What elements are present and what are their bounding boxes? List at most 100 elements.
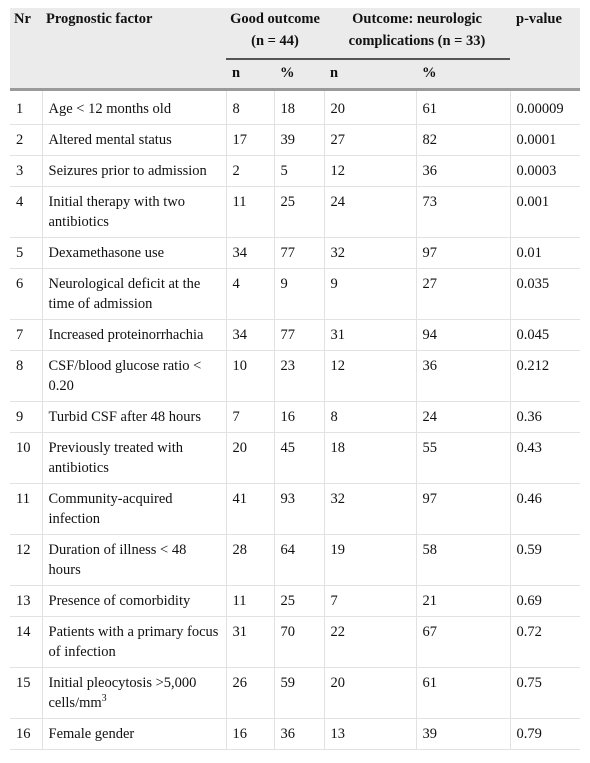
cell-prognostic-factor: Presence of comorbidity (41, 585, 226, 617)
header-neuro-outcome: Outcome: neurologic complications (n = 3… (324, 8, 511, 60)
cell-nr: 5 (10, 237, 42, 269)
cell-good-pct: 93 (273, 483, 325, 535)
cell-nr: 7 (10, 319, 42, 351)
cell-p-value: 0.43 (509, 432, 581, 484)
cell-neuro-pct: 39 (415, 718, 511, 750)
cell-good-pct: 39 (273, 124, 325, 156)
cell-p-value: 0.69 (509, 585, 581, 617)
cell-good-n: 34 (225, 319, 274, 351)
table-row: 12 Duration of illness < 48 hours 28 64 19 58… (10, 534, 581, 586)
cell-neuro-n: 12 (323, 350, 417, 402)
cell-neuro-pct: 67 (415, 616, 511, 668)
table-row: 9 Turbid CSF after 48 hours 7 16 8 24 0.36 (10, 401, 581, 433)
cell-neuro-pct: 55 (415, 432, 511, 484)
cell-good-n: 20 (225, 432, 274, 484)
cell-good-pct: 23 (273, 350, 325, 402)
cell-prognostic-factor: Patients with a primary focus of infecti… (41, 616, 226, 668)
cell-prognostic-factor: Neurological deficit at the time of admi… (41, 268, 226, 320)
table-row: 16 Female gender 16 36 13 39 0.79 (10, 718, 581, 750)
cell-neuro-pct: 36 (415, 350, 511, 402)
cell-neuro-pct: 21 (415, 585, 511, 617)
header-p-value: p-value (510, 8, 581, 90)
cell-neuro-n: 24 (323, 186, 417, 238)
cell-neuro-pct: 61 (415, 89, 511, 125)
cell-neuro-pct: 24 (415, 401, 511, 433)
cell-nr: 8 (10, 350, 42, 402)
cell-p-value: 0.79 (509, 718, 581, 750)
cell-good-pct: 9 (273, 268, 325, 320)
cell-prognostic-factor: Initial pleocytosis >5,000 cells/mm3 (41, 667, 226, 719)
cell-good-pct: 36 (273, 718, 325, 750)
table-row: 15 Initial pleocytosis >5,000 cells/mm3 26… (10, 667, 581, 719)
cell-nr: 2 (10, 124, 42, 156)
cell-good-pct: 77 (273, 319, 325, 351)
table-row: 2 Altered mental status 17 39 27 82 0.0001 (10, 124, 581, 156)
cell-p-value: 0.0001 (509, 124, 581, 156)
cell-good-pct: 25 (273, 186, 325, 238)
cell-neuro-n: 9 (323, 268, 417, 320)
cell-nr: 6 (10, 268, 42, 320)
header-good-outcome: Good outcome (n = 44) (226, 8, 325, 60)
header-nr: Nr (10, 8, 42, 90)
table-row: 1 Age < 12 months old 8 18 20 61 0.00009 (10, 89, 581, 125)
cell-good-n: 10 (225, 350, 274, 402)
cell-neuro-n: 8 (323, 401, 417, 433)
cell-neuro-pct: 58 (415, 534, 511, 586)
cell-p-value: 0.59 (509, 534, 581, 586)
cell-neuro-pct: 27 (415, 268, 511, 320)
cell-neuro-n: 32 (323, 237, 417, 269)
cell-prognostic-factor: Female gender (41, 718, 226, 750)
cell-prognostic-factor: Community-acquired infection (41, 483, 226, 535)
cell-nr: 11 (10, 483, 42, 535)
cell-nr: 1 (10, 89, 42, 125)
cell-prognostic-factor: Dexamethasone use (41, 237, 226, 269)
cell-neuro-n: 31 (323, 319, 417, 351)
table-row: 10 Previously treated with antibiotics 20 4… (10, 432, 581, 484)
factor-text: Initial pleocytosis >5,000 cells/mm (48, 675, 197, 711)
cell-good-pct: 45 (273, 432, 325, 484)
cell-nr: 4 (10, 186, 42, 238)
cell-neuro-n: 27 (323, 124, 417, 156)
table-row: 11 Community-acquired infection 41 93 32 97 0.… (10, 483, 581, 535)
cell-nr: 15 (10, 667, 42, 719)
cell-p-value: 0.045 (509, 319, 581, 351)
cell-neuro-n: 20 (323, 667, 417, 719)
cell-p-value: 0.035 (509, 268, 581, 320)
cell-good-n: 16 (225, 718, 274, 750)
cell-prognostic-factor: Initial therapy with two antibiotics (41, 186, 226, 238)
cell-p-value: 0.36 (509, 401, 581, 433)
cell-good-n: 41 (225, 483, 274, 535)
cell-prognostic-factor: Duration of illness < 48 hours (41, 534, 226, 586)
cell-good-n: 8 (225, 89, 274, 125)
cell-neuro-pct: 97 (415, 483, 511, 535)
cell-prognostic-factor: Previously treated with antibiotics (41, 432, 226, 484)
header-good-n: n (226, 59, 274, 90)
cell-good-n: 4 (225, 268, 274, 320)
cell-p-value: 0.01 (509, 237, 581, 269)
table-row: 3 Seizures prior to admission 2 5 12 36 0.0003 (10, 155, 581, 187)
cell-neuro-n: 7 (323, 585, 417, 617)
cell-nr: 14 (10, 616, 42, 668)
cell-good-n: 31 (225, 616, 274, 668)
table-row: 5 Dexamethasone use 34 77 32 97 0.01 (10, 237, 581, 269)
cell-good-n: 7 (225, 401, 274, 433)
cell-prognostic-factor: Increased proteinorrhachia (41, 319, 226, 351)
cell-good-pct: 70 (273, 616, 325, 668)
cell-good-n: 11 (225, 186, 274, 238)
cell-prognostic-factor: Age < 12 months old (41, 89, 226, 125)
cell-neuro-n: 12 (323, 155, 417, 187)
factor-superscript: 3 (101, 693, 107, 705)
cell-neuro-pct: 73 (415, 186, 511, 238)
cell-neuro-pct: 61 (415, 667, 511, 719)
cell-good-pct: 77 (273, 237, 325, 269)
cell-good-n: 26 (225, 667, 274, 719)
cell-good-n: 28 (225, 534, 274, 586)
header-neuro-pct: % (416, 59, 511, 90)
cell-neuro-n: 20 (323, 89, 417, 125)
cell-good-pct: 64 (273, 534, 325, 586)
cell-good-pct: 25 (273, 585, 325, 617)
cell-p-value: 0.75 (509, 667, 581, 719)
cell-good-pct: 18 (273, 89, 325, 125)
cell-p-value: 0.46 (509, 483, 581, 535)
cell-neuro-pct: 82 (415, 124, 511, 156)
